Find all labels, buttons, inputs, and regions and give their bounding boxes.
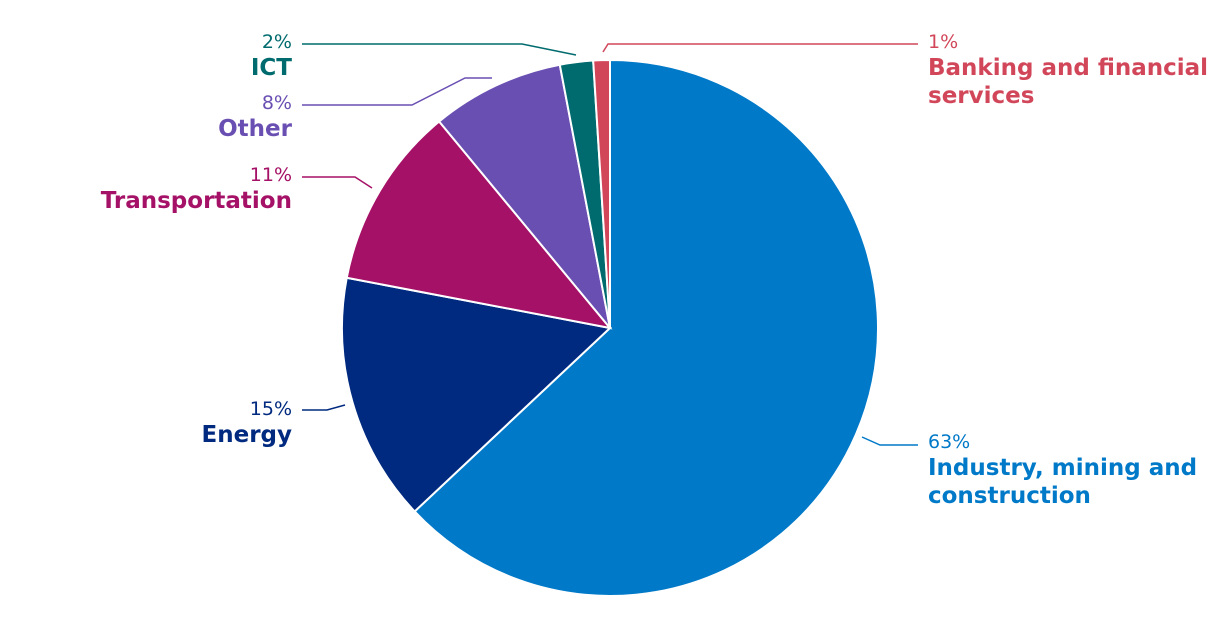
leader-line: [302, 176, 373, 189]
slice-label: 2% ICT: [92, 30, 292, 82]
value-label: 1%: [928, 31, 959, 53]
value-label: 15%: [249, 398, 292, 420]
value-label: 2%: [261, 31, 292, 53]
leader-line: [602, 43, 918, 53]
leader-line: [302, 77, 492, 106]
category-label: Other: [218, 116, 292, 142]
pie-slice: [345, 120, 613, 330]
slice-label: 1% Banking and financial services: [928, 30, 1218, 110]
leader-line: [302, 404, 346, 411]
pie-slice: [413, 58, 879, 597]
category-label: Energy: [201, 422, 292, 448]
category-label: ICT: [250, 55, 292, 81]
slice-label: 63% Industry, mining and construction: [928, 430, 1218, 510]
leader-line: [861, 436, 918, 446]
category-label: Industry, mining and construction: [928, 455, 1198, 509]
slice-label: 11% Transportation: [42, 163, 292, 215]
pie-slice: [592, 58, 611, 329]
slice-label: 8% Other: [92, 91, 292, 143]
value-label: 8%: [261, 92, 292, 114]
slice-label: 15% Energy: [92, 397, 292, 449]
pie-slice: [437, 63, 611, 329]
pie-slice: [341, 276, 613, 513]
category-label: Banking and financial services: [928, 55, 1209, 109]
value-label: 11%: [249, 164, 292, 186]
category-label: Transportation: [100, 188, 292, 214]
value-label: 63%: [928, 431, 971, 453]
leader-line: [302, 43, 577, 56]
